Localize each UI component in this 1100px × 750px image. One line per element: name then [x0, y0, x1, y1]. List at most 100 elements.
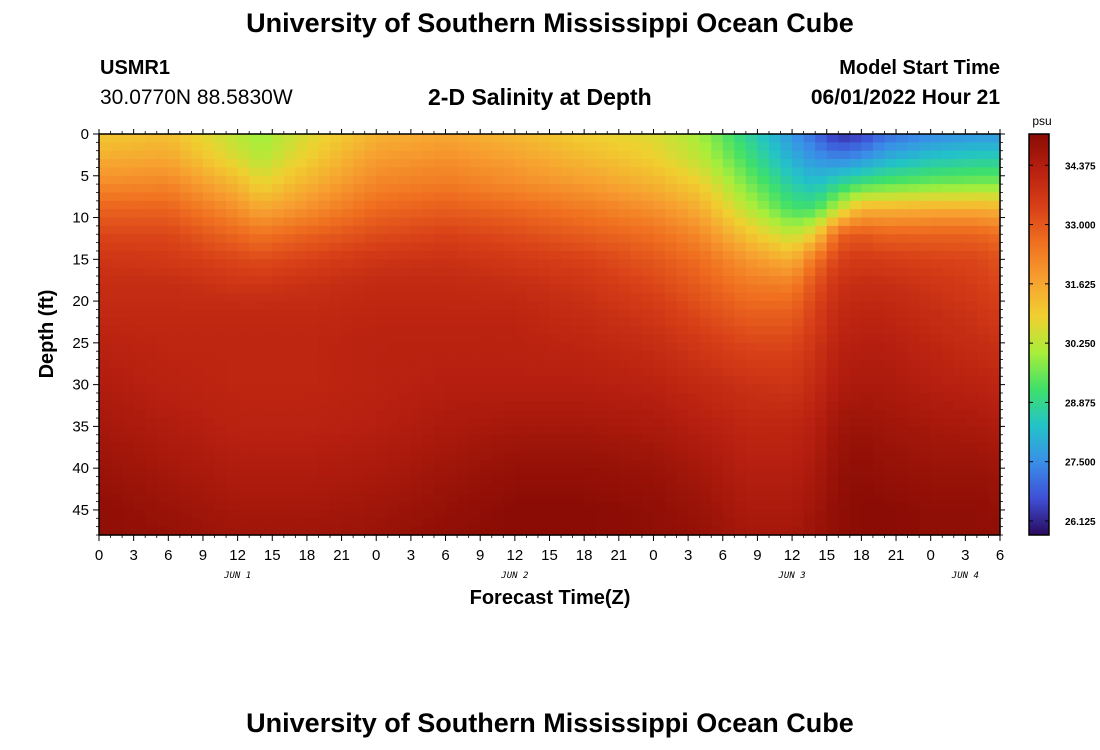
heatmap-cell: [341, 167, 354, 177]
heatmap-cell: [572, 401, 585, 411]
heatmap-cell: [919, 367, 932, 377]
heatmap-cell: [884, 434, 897, 444]
heatmap-cell: [641, 175, 655, 185]
heatmap-cell: [445, 159, 458, 169]
heatmap-cell: [526, 134, 539, 143]
heatmap-cell: [872, 501, 886, 511]
heatmap-cell: [433, 326, 447, 336]
heatmap-cell: [318, 175, 331, 185]
heatmap-cell: [214, 443, 227, 453]
heatmap-cell: [838, 142, 851, 152]
heatmap-cell: [872, 242, 886, 252]
heatmap-cell: [202, 150, 216, 160]
heatmap-cell: [341, 225, 354, 235]
heatmap-cell: [457, 376, 470, 386]
heatmap-cell: [422, 326, 435, 336]
heatmap-cell: [445, 418, 458, 427]
heatmap-cell: [272, 459, 285, 469]
heatmap-cell: [99, 401, 112, 411]
heatmap-cell: [676, 301, 689, 311]
heatmap-cell: [919, 175, 932, 185]
heatmap-cell: [711, 209, 724, 219]
heatmap-cell: [815, 200, 828, 210]
heatmap-cell: [976, 493, 990, 503]
heatmap-cell: [226, 134, 239, 143]
heatmap-cell: [907, 242, 920, 252]
heatmap-cell: [295, 159, 308, 169]
heatmap-cell: [480, 242, 493, 252]
heatmap-cell: [595, 418, 608, 427]
heatmap-cell: [942, 367, 955, 377]
heatmap-cell: [191, 434, 204, 444]
heatmap-cell: [503, 501, 516, 511]
heatmap-cell: [884, 451, 897, 461]
heatmap-cell: [376, 484, 389, 494]
heatmap-cell: [780, 250, 793, 260]
heatmap-cell: [214, 326, 227, 336]
heatmap-cell: [480, 443, 493, 453]
heatmap-cell: [526, 284, 539, 294]
heatmap-cell: [792, 434, 805, 444]
heatmap-cell: [630, 384, 643, 394]
heatmap-cell: [295, 451, 308, 461]
heatmap-cell: [896, 434, 909, 444]
heatmap-cell: [965, 401, 978, 411]
heatmap-cell: [953, 242, 966, 252]
heatmap-cell: [745, 292, 759, 302]
heatmap-cell: [757, 292, 770, 302]
heatmap-cell: [306, 409, 320, 419]
heatmap-cell: [537, 509, 551, 519]
heatmap-cell: [919, 418, 932, 427]
heatmap-cell: [676, 142, 689, 152]
heatmap-cell: [283, 225, 296, 235]
heatmap-cell: [433, 175, 447, 185]
heatmap-cell: [191, 284, 204, 294]
heatmap-cell: [780, 292, 793, 302]
heatmap-cell: [641, 134, 655, 143]
heatmap-cell: [214, 209, 227, 219]
heatmap-cell: [537, 367, 551, 377]
heatmap-cell: [364, 284, 377, 294]
heatmap-cell: [422, 367, 435, 377]
heatmap-cell: [861, 334, 874, 344]
heatmap-cell: [607, 192, 620, 202]
heatmap-cell: [480, 359, 493, 369]
heatmap-cell: [168, 459, 181, 469]
heatmap-cell: [283, 284, 296, 294]
heatmap-cell: [849, 367, 862, 377]
heatmap-cell: [376, 284, 389, 294]
heatmap-cell: [376, 459, 389, 469]
heatmap-cell: [653, 167, 666, 177]
heatmap-cell: [965, 284, 978, 294]
heatmap-cell: [156, 309, 169, 319]
heatmap-cell: [168, 434, 181, 444]
heatmap-cell: [849, 409, 862, 419]
heatmap-cell: [191, 167, 204, 177]
heatmap-cell: [295, 276, 308, 285]
heatmap-cell: [457, 309, 470, 319]
heatmap-cell: [561, 292, 574, 302]
heatmap-cell: [607, 476, 620, 486]
heatmap-cell: [226, 468, 239, 478]
heatmap-cell: [826, 225, 839, 235]
heatmap-cell: [584, 384, 597, 394]
heatmap-cell: [214, 192, 227, 202]
heatmap-cell: [110, 167, 123, 177]
heatmap-cell: [907, 418, 920, 427]
heatmap-cell: [272, 418, 285, 427]
heatmap-cell: [399, 317, 412, 327]
heatmap-cell: [191, 142, 204, 152]
heatmap-cell: [826, 267, 839, 277]
heatmap-cell: [561, 200, 574, 210]
heatmap-cell: [803, 284, 816, 294]
heatmap-cell: [734, 150, 747, 160]
heatmap-cell: [272, 309, 285, 319]
heatmap-cell: [260, 384, 273, 394]
heatmap-cell: [930, 209, 943, 219]
heatmap-cell: [780, 334, 793, 344]
heatmap-cell: [272, 509, 285, 519]
heatmap-cell: [722, 301, 735, 311]
heatmap-cell: [133, 234, 146, 244]
heatmap-cell: [722, 484, 735, 494]
heatmap-cell: [699, 351, 712, 361]
